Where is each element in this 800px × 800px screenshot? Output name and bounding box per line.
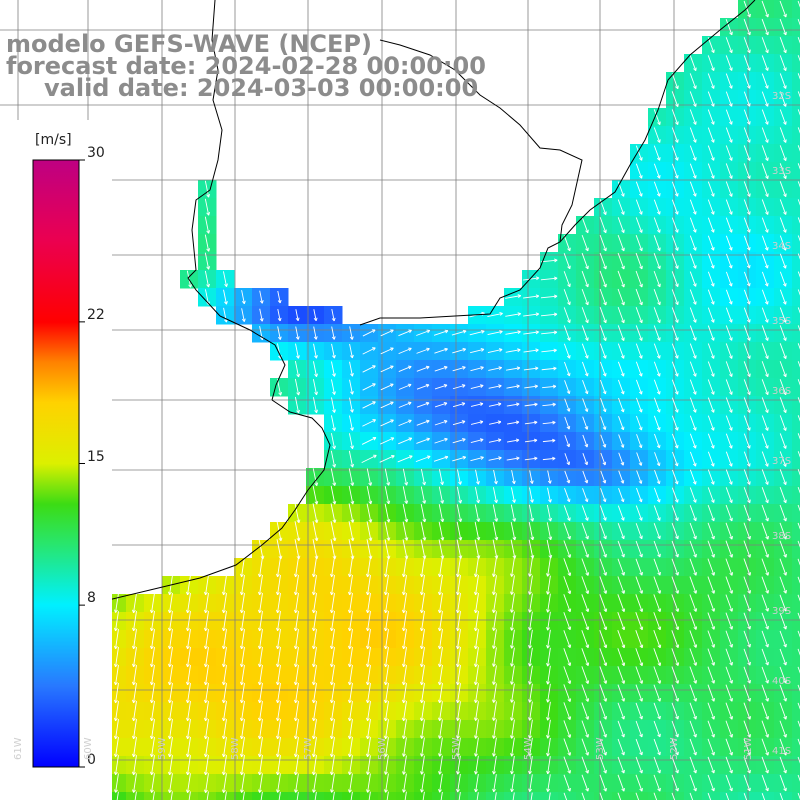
wind-cell	[792, 234, 800, 253]
latitude-label: 38S	[772, 531, 792, 542]
wind-cell	[792, 630, 800, 649]
wind-cell	[792, 540, 800, 559]
longitude-label: 55W	[451, 737, 462, 760]
wind-cell	[792, 252, 800, 271]
wind-cell	[792, 198, 800, 217]
wind-cell	[792, 504, 800, 523]
wind-cell	[792, 576, 800, 595]
colorbar-gradient	[32, 159, 80, 768]
longitude-label: 61W	[13, 737, 24, 760]
wind-cell	[792, 108, 800, 127]
wind-cell	[774, 792, 793, 800]
longitude-label: 52W	[669, 737, 680, 760]
longitude-label: 56W	[377, 737, 388, 760]
latitude-label: 39S	[772, 606, 792, 617]
latitude-label: 32S	[772, 91, 792, 102]
wind-cell	[684, 792, 703, 800]
wind-cell	[792, 432, 800, 451]
wind-cell	[792, 90, 800, 109]
wind-cell	[792, 648, 800, 667]
wind-cell	[792, 36, 800, 55]
wind-cell	[792, 720, 800, 739]
latitude-label: 40S	[772, 676, 792, 687]
longitude-label: 58W	[230, 737, 241, 760]
colorbar-tick-label: 15	[87, 448, 105, 465]
wind-cell	[594, 792, 613, 800]
wind-cell	[792, 378, 800, 397]
wind-cell	[720, 792, 739, 800]
longitude-label: 53W	[595, 737, 606, 760]
wind-cell	[648, 792, 667, 800]
longitude-label: 60W	[83, 737, 94, 760]
wind-cell	[792, 342, 800, 361]
longitude-label: 54W	[523, 737, 534, 760]
colorbar-tick-label: 8	[87, 590, 96, 607]
wind-cell	[792, 306, 800, 325]
latitude-label: 35S	[772, 316, 792, 327]
wind-cell	[792, 0, 800, 19]
wind-cell	[792, 450, 800, 469]
wind-cell	[792, 72, 800, 91]
wind-cell	[630, 792, 649, 800]
wind-cell	[666, 792, 685, 800]
wind-cell	[612, 792, 631, 800]
wind-cell	[792, 162, 800, 181]
wind-cell	[738, 792, 757, 800]
title-valid-date: valid date: 2024-03-03 00:00:00	[44, 74, 479, 102]
wind-cell	[792, 288, 800, 307]
longitude-label: 59W	[157, 737, 168, 760]
wind-cell	[558, 792, 577, 800]
wind-cell	[792, 180, 800, 199]
wind-cell	[792, 684, 800, 703]
wind-cell	[792, 666, 800, 685]
colorbar-tick-label: 22	[87, 306, 105, 323]
latitude-label: 33S	[772, 166, 792, 177]
latitude-label: 36S	[772, 386, 792, 397]
wind-cell	[792, 270, 800, 289]
wind-cell	[792, 612, 800, 631]
wind-cell	[792, 18, 800, 37]
wind-cell	[792, 324, 800, 343]
wind-cell	[756, 792, 775, 800]
wind-cell	[792, 126, 800, 145]
wind-cell	[576, 792, 595, 800]
wind-cell	[792, 144, 800, 163]
wind-cell	[792, 558, 800, 577]
latitude-label: 41S	[772, 746, 792, 757]
latitude-label: 34S	[772, 241, 792, 252]
wind-cell	[792, 216, 800, 235]
latitude-label: 37S	[772, 456, 792, 467]
longitude-label: 51W	[743, 737, 754, 760]
colorbar-tick-label: 30	[87, 145, 105, 161]
wind-cell	[792, 54, 800, 73]
colorbar-unit: [m/s]	[35, 132, 72, 148]
wind-cell	[792, 414, 800, 433]
wind-cell	[792, 360, 800, 379]
wind-cell	[792, 468, 800, 487]
wind-cell	[792, 702, 800, 721]
wind-cell	[792, 522, 800, 541]
wind-cell	[792, 486, 800, 505]
longitude-label: 57W	[303, 737, 314, 760]
wind-cell	[792, 396, 800, 415]
wind-cell	[792, 594, 800, 613]
wind-cell	[702, 792, 721, 800]
